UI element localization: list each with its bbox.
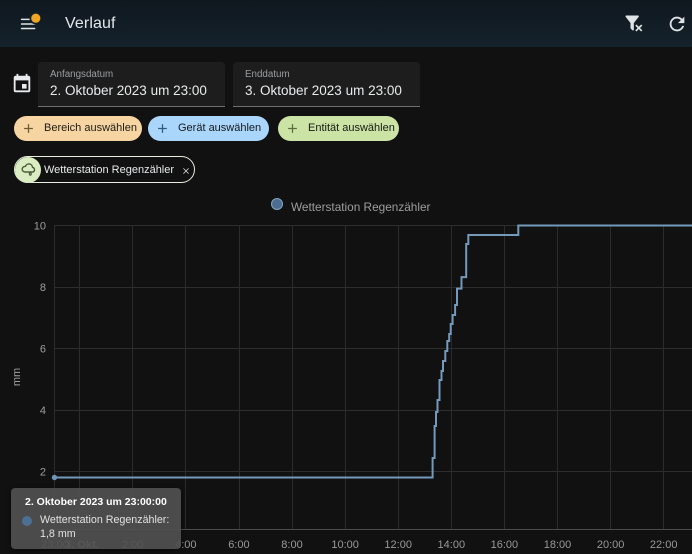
svg-text:6: 6 xyxy=(40,344,46,356)
svg-text:22:00: 22:00 xyxy=(650,539,678,551)
svg-text:mm: mm xyxy=(11,368,23,386)
svg-text:12:00: 12:00 xyxy=(384,539,412,551)
svg-text:8: 8 xyxy=(40,282,46,294)
svg-text:6:00: 6:00 xyxy=(228,539,249,551)
svg-text:2: 2 xyxy=(40,467,46,479)
svg-text:20:00: 20:00 xyxy=(597,539,625,551)
svg-text:18:00: 18:00 xyxy=(544,539,572,551)
svg-text:10:00: 10:00 xyxy=(331,539,359,551)
svg-text:8:00: 8:00 xyxy=(281,539,302,551)
svg-text:14:00: 14:00 xyxy=(438,539,466,551)
svg-text:16:00: 16:00 xyxy=(491,539,519,551)
svg-text:4: 4 xyxy=(40,405,46,417)
svg-text:10: 10 xyxy=(34,221,46,233)
